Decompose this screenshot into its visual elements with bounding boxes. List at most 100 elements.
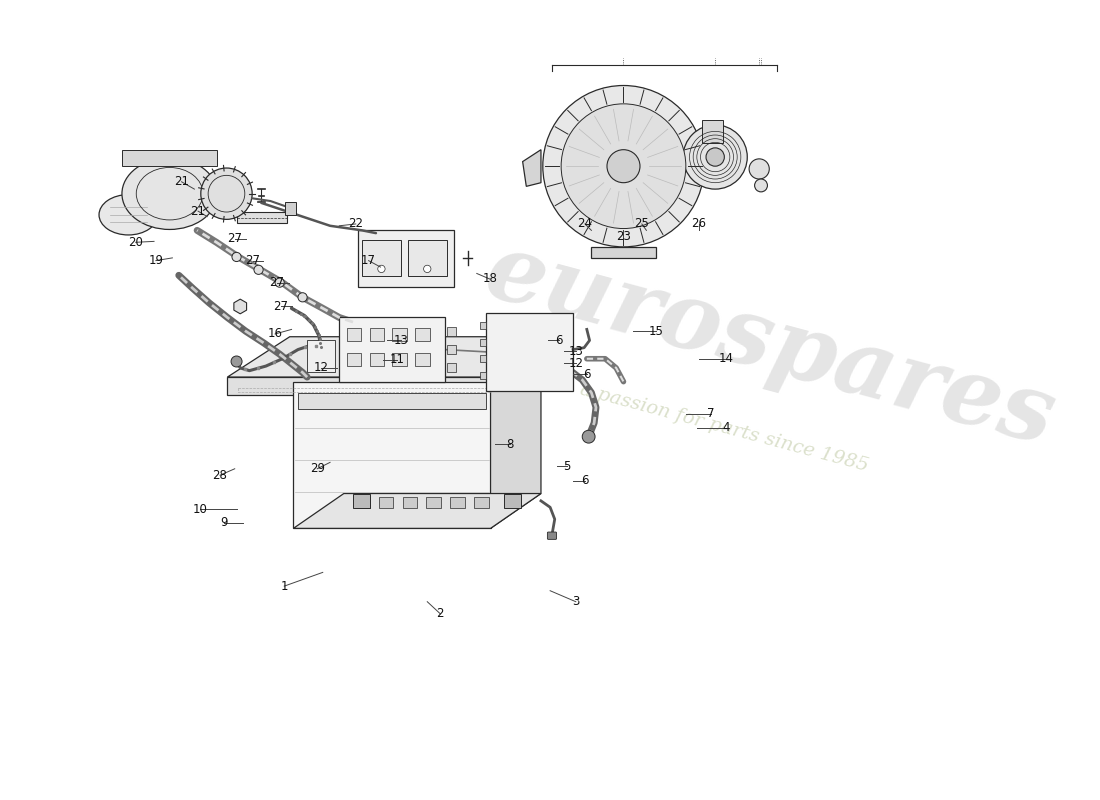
- Bar: [370, 329, 384, 342]
- Text: 13: 13: [569, 345, 583, 358]
- Bar: [346, 329, 361, 342]
- Bar: [393, 354, 407, 366]
- Bar: [339, 318, 444, 382]
- Text: eurospares: eurospares: [476, 226, 1065, 464]
- Bar: [358, 230, 454, 287]
- Bar: [416, 354, 430, 366]
- Text: 27: 27: [228, 232, 242, 245]
- Polygon shape: [427, 497, 441, 508]
- Bar: [393, 329, 407, 342]
- Polygon shape: [450, 497, 465, 508]
- Bar: [236, 212, 287, 223]
- Text: 8: 8: [506, 438, 514, 450]
- Bar: [447, 363, 455, 373]
- Circle shape: [232, 252, 241, 262]
- Text: 5: 5: [563, 459, 570, 473]
- Polygon shape: [522, 150, 541, 186]
- Text: 7: 7: [707, 407, 714, 420]
- Text: 10: 10: [192, 502, 207, 516]
- Bar: [285, 202, 296, 214]
- Text: 17: 17: [361, 254, 376, 267]
- Text: 4: 4: [723, 421, 730, 434]
- Ellipse shape: [99, 194, 157, 235]
- Text: 26: 26: [691, 218, 706, 230]
- Bar: [702, 120, 723, 143]
- Text: 15: 15: [649, 325, 664, 338]
- Text: 18: 18: [482, 273, 497, 286]
- Text: 22: 22: [349, 218, 363, 230]
- Circle shape: [201, 168, 252, 219]
- Circle shape: [706, 148, 725, 166]
- Bar: [447, 326, 455, 336]
- Polygon shape: [503, 337, 564, 395]
- FancyBboxPatch shape: [548, 532, 557, 539]
- Text: 3: 3: [572, 595, 580, 608]
- Bar: [481, 322, 486, 330]
- Bar: [447, 345, 455, 354]
- Text: 11: 11: [389, 353, 405, 366]
- Polygon shape: [474, 497, 488, 508]
- Bar: [481, 371, 486, 379]
- Text: 25: 25: [635, 218, 649, 230]
- Polygon shape: [403, 497, 417, 508]
- Circle shape: [683, 125, 747, 189]
- Text: 20: 20: [129, 236, 143, 249]
- Text: 12: 12: [314, 362, 329, 374]
- Text: 28: 28: [212, 469, 228, 482]
- Circle shape: [561, 104, 685, 229]
- Text: 21: 21: [190, 205, 206, 218]
- Circle shape: [377, 266, 385, 273]
- Polygon shape: [294, 494, 541, 528]
- Text: 6: 6: [583, 368, 591, 381]
- Circle shape: [424, 266, 431, 273]
- Text: 19: 19: [148, 254, 164, 267]
- Text: 29: 29: [310, 462, 324, 475]
- Text: 27: 27: [245, 254, 261, 267]
- Polygon shape: [294, 382, 491, 528]
- Circle shape: [298, 293, 307, 302]
- Text: 1: 1: [280, 580, 288, 593]
- Text: 23: 23: [616, 230, 631, 243]
- Circle shape: [254, 266, 263, 274]
- Bar: [408, 239, 447, 276]
- Polygon shape: [504, 494, 520, 508]
- Text: a passion for parts since 1985: a passion for parts since 1985: [579, 380, 870, 474]
- Bar: [307, 341, 334, 373]
- Text: 24: 24: [578, 218, 593, 230]
- Text: 14: 14: [718, 352, 734, 366]
- Bar: [298, 393, 486, 409]
- Circle shape: [749, 159, 769, 179]
- Text: 2: 2: [437, 607, 444, 620]
- Circle shape: [542, 86, 704, 247]
- Polygon shape: [592, 247, 656, 258]
- Text: 6: 6: [581, 474, 589, 487]
- Bar: [362, 239, 400, 276]
- Circle shape: [755, 179, 768, 192]
- Bar: [122, 150, 218, 166]
- Text: 9: 9: [220, 516, 228, 530]
- Polygon shape: [228, 337, 564, 377]
- Circle shape: [582, 430, 595, 443]
- Polygon shape: [228, 377, 503, 395]
- Ellipse shape: [122, 158, 218, 230]
- Text: 21: 21: [174, 175, 189, 188]
- Text: 13: 13: [393, 334, 408, 347]
- Text: 27: 27: [270, 276, 285, 289]
- Bar: [416, 329, 430, 342]
- Circle shape: [607, 150, 640, 182]
- Polygon shape: [355, 497, 370, 508]
- Bar: [481, 355, 486, 362]
- Text: 27: 27: [273, 300, 288, 313]
- Bar: [481, 338, 486, 346]
- Bar: [346, 354, 361, 366]
- Circle shape: [231, 356, 242, 367]
- Polygon shape: [491, 347, 541, 528]
- Text: 6: 6: [556, 334, 563, 347]
- Bar: [370, 354, 384, 366]
- Bar: [486, 313, 573, 391]
- Polygon shape: [378, 497, 394, 508]
- Text: 12: 12: [569, 357, 583, 370]
- Polygon shape: [353, 494, 370, 508]
- Text: 16: 16: [267, 327, 283, 341]
- Circle shape: [275, 278, 284, 287]
